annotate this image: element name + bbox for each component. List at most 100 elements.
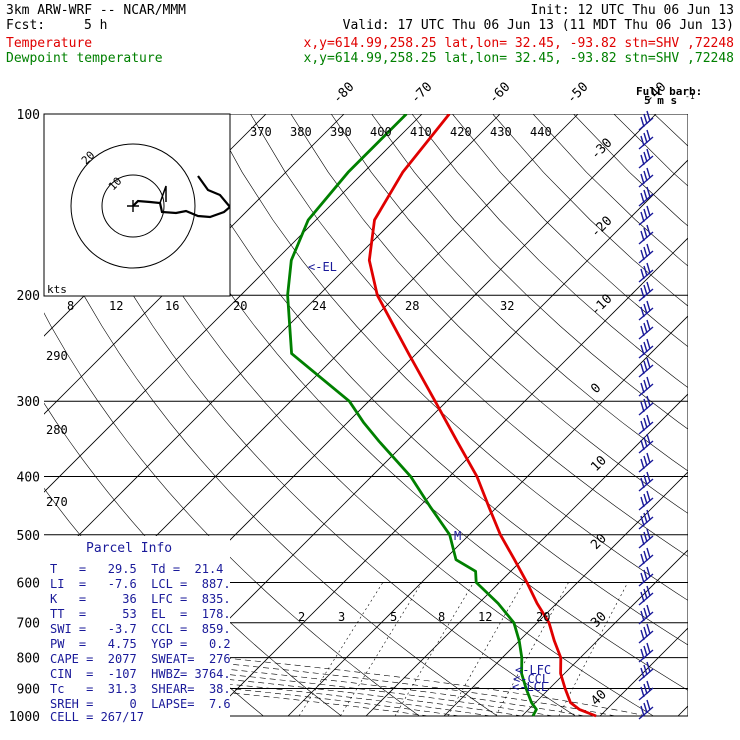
wind-barb-feather <box>646 471 651 483</box>
hodograph-ring-outer <box>70 143 196 269</box>
wind-barb-feather <box>640 610 645 622</box>
wind-barb-feather <box>640 230 645 242</box>
wind-barb-feather <box>643 550 648 562</box>
wind-barb-feather <box>646 642 651 654</box>
wind-barb-staff <box>638 440 654 454</box>
mixing-ratio-label-3: 3 <box>338 610 345 624</box>
wind-barb-staff <box>638 421 654 435</box>
wind-barb-feather <box>643 702 648 714</box>
dewpoint-location: x,y=614.99,258.25 lat,lon= 32.45, -93.82… <box>304 51 734 66</box>
theta-label-400: 400 <box>370 125 392 139</box>
wind-barb-feather <box>643 645 648 657</box>
inset-temp-label-16: 16 <box>165 299 179 313</box>
wind-barb-feather <box>643 265 648 277</box>
dry-adiabat-300 <box>48 114 576 717</box>
wind-barb-staff <box>638 174 654 188</box>
parcel-row-tt-el: TT = 53 EL = 178. <box>50 607 231 621</box>
wind-barb-feather <box>640 135 645 147</box>
wind-barb-staff <box>638 459 654 473</box>
wind-barb-feather <box>646 414 651 426</box>
wind-barb-staff <box>638 649 654 663</box>
parcel-row-tc-shear: Tc = 31.3 SHEAR= 38. <box>50 682 231 696</box>
parcel-info-background <box>44 536 230 726</box>
lfc-marker: <-LFC <box>515 663 551 677</box>
isotherm--80 <box>44 114 345 415</box>
inset-temp-label-28: 28 <box>405 299 419 313</box>
wind-barb-feather <box>646 376 651 388</box>
wind-barb-feather <box>640 401 645 413</box>
temperature-label-40: 40 <box>588 687 610 709</box>
wind-barb-staff <box>638 554 654 568</box>
dry-adiabat-280 <box>44 312 420 717</box>
wind-barb-feather <box>643 170 648 182</box>
isotherm--60 <box>44 114 501 571</box>
wind-barb-staff <box>638 497 654 511</box>
wind-barb <box>638 110 654 131</box>
model-title: 3km ARW-WRF -- NCAR/MMM <box>6 3 186 18</box>
wind-barb-feather <box>643 512 648 524</box>
moist-adiabat-32 <box>44 647 616 717</box>
mixing-ratio-line-2 <box>298 582 384 717</box>
wind-barb-feather <box>643 569 648 581</box>
wind-barb-feather <box>640 382 645 394</box>
wind-barb-feather <box>640 553 645 565</box>
pressure-label-500: 500 <box>17 529 40 544</box>
wind-barb <box>638 604 654 625</box>
theta-label-390: 390 <box>330 125 352 139</box>
wind-barb-feather <box>640 173 645 185</box>
barb-legend-title: Full barb: <box>636 85 702 98</box>
parcel-info-box: Parcel Info T = 29.5 Td = 21.4 LI = -7.6… <box>44 536 231 726</box>
mixing-ratio-label-5: 5 <box>390 610 397 624</box>
wind-barb <box>638 452 654 473</box>
wind-barb-staff <box>638 630 654 644</box>
wind-barb <box>638 357 654 378</box>
pressure-label-100: 100 <box>17 108 40 123</box>
dry-adiabat-340 <box>209 114 688 601</box>
wind-barb-feather <box>640 591 645 603</box>
wind-barb-feather <box>643 208 648 220</box>
hodograph-trace-hook <box>159 185 167 204</box>
wind-barb-feather <box>640 363 645 375</box>
isotherm-30 <box>599 627 688 717</box>
wind-barb-feather <box>646 585 651 597</box>
wind-barb-feather <box>646 167 651 179</box>
isotherm-0 <box>365 393 688 717</box>
dewpoint-legend: Dewpoint temperature <box>6 51 163 66</box>
wind-barb-feather <box>640 534 645 546</box>
wind-barb-staff <box>638 687 654 701</box>
forecast-hour: 5 h <box>84 18 107 33</box>
temperature-label-10: 10 <box>588 453 610 475</box>
wind-barb <box>638 661 654 682</box>
wind-barb <box>638 262 654 283</box>
wind-barb-feather <box>640 344 645 356</box>
wind-barb-feather <box>643 455 648 467</box>
wind-barb-staff <box>638 706 654 720</box>
inset-temp-label-20: 20 <box>233 299 247 313</box>
pressure-label-700: 700 <box>17 617 40 632</box>
forecast-label: Fcst: <box>6 18 45 33</box>
pressure-label-800: 800 <box>17 652 40 667</box>
wind-barb-feather <box>640 629 645 641</box>
wind-barb-feather <box>640 515 645 527</box>
parcel-row-sreh-lapse: SREH = 0 LAPSE= 7.6 <box>50 697 231 711</box>
wind-barb-feather <box>640 572 645 584</box>
temperature-legend: Temperature <box>6 36 92 51</box>
dewpoint-profile <box>286 114 538 717</box>
wind-barb-feather <box>643 284 648 296</box>
isotherm--10 <box>287 315 688 717</box>
wind-barb-staff <box>638 136 654 150</box>
temperature-label-30: 30 <box>588 609 610 631</box>
wind-barb-feather <box>643 379 648 391</box>
wind-barb-feather <box>640 116 645 128</box>
wind-barb-feather <box>646 186 651 198</box>
temperature-label--70: -70 <box>408 80 435 107</box>
wind-barb-feather <box>640 192 645 204</box>
parcel-row-swi-ccl: SWI = -3.7 CCL = 859. <box>50 622 231 636</box>
wind-barb-feather <box>646 110 651 122</box>
mixing-ratio-label-20: 20 <box>536 610 550 624</box>
m-marker: M <box>454 529 461 543</box>
theta-left-label-280: 280 <box>46 423 68 437</box>
wind-barb-feather <box>646 699 651 711</box>
wind-barb-staff <box>638 307 654 321</box>
wind-barb-feather <box>643 626 648 638</box>
